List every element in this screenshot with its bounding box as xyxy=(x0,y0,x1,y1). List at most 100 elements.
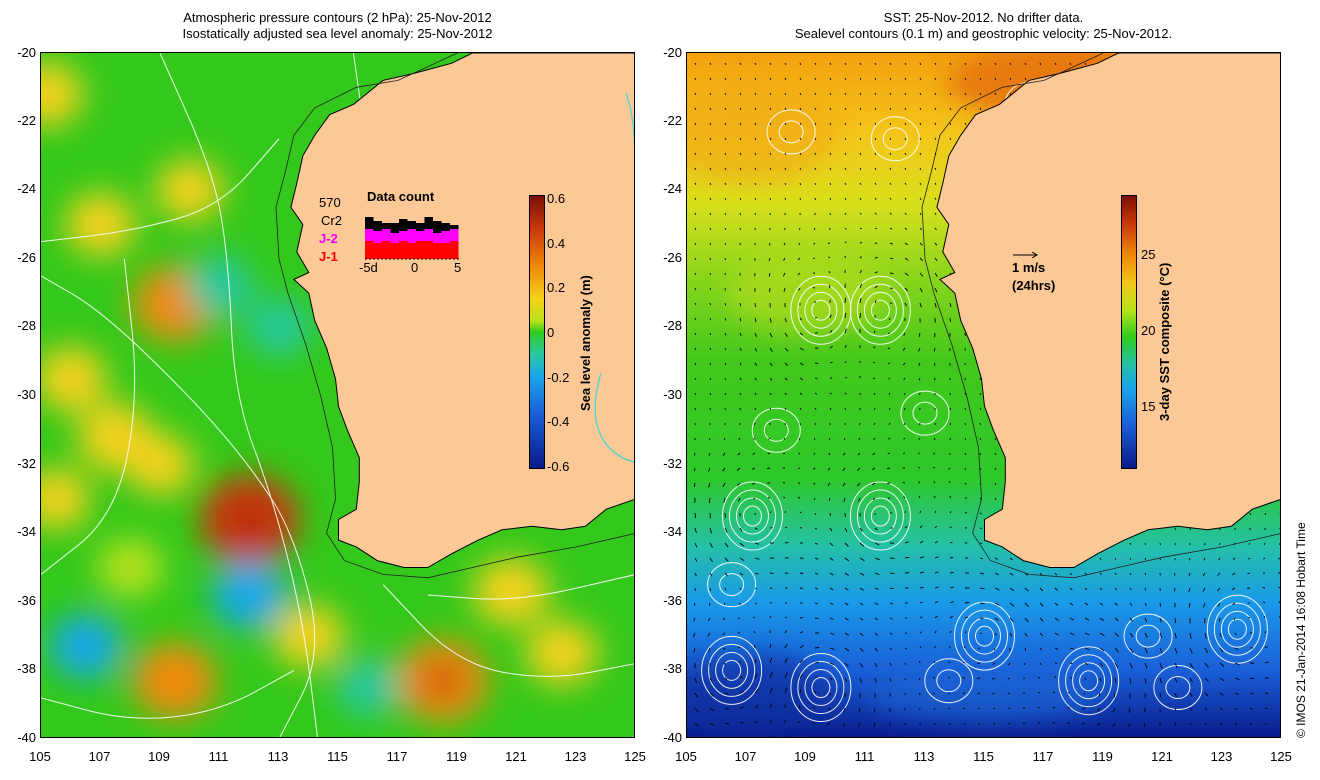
eddy-contour xyxy=(863,291,897,329)
sea-level-anomaly-map[interactable]: 570 Data count Cr2 J-2 J-1 -5d 0 5 0.6 0.… xyxy=(40,52,635,738)
velocity-arrow xyxy=(992,662,996,666)
velocity-arrow xyxy=(1264,692,1269,694)
velocity-arrow xyxy=(873,722,876,728)
velocity-arrow xyxy=(769,511,772,514)
velocity-arrow xyxy=(724,92,727,96)
x-axis-tick-label: 125 xyxy=(624,749,646,764)
velocity-arrow xyxy=(934,510,937,514)
velocity-arrow xyxy=(828,256,831,259)
velocity-arrow xyxy=(693,467,696,472)
velocity-arrow xyxy=(843,707,846,713)
eddy-contour xyxy=(936,669,962,693)
histogram-bar-j1 xyxy=(416,241,425,259)
velocity-arrow xyxy=(769,615,772,619)
velocity-arrow xyxy=(739,317,742,322)
velocity-arrow xyxy=(1264,512,1267,516)
velocity-arrow xyxy=(814,602,819,605)
velocity-arrow xyxy=(694,302,697,305)
velocity-arrow xyxy=(784,122,787,126)
velocity-arrow xyxy=(903,392,906,395)
velocity-arrow xyxy=(902,362,906,366)
velocity-arrow xyxy=(1189,647,1193,654)
velocity-arrow xyxy=(1099,647,1105,652)
velocity-arrow xyxy=(874,152,877,156)
velocity-arrow xyxy=(709,557,713,563)
velocity-arrow xyxy=(873,437,876,440)
velocity-arrow xyxy=(783,452,786,455)
velocity-arrow xyxy=(799,511,802,514)
credit-text: © IMOS 21-Jan-2014 16:08 Hobart Time xyxy=(1294,522,1308,738)
velocity-arrow xyxy=(784,332,788,338)
velocity-arrow xyxy=(1037,706,1041,709)
velocity-arrow xyxy=(722,647,726,651)
colorbar-tick-label: -0.2 xyxy=(547,369,570,385)
sla-high-anomaly xyxy=(97,537,164,598)
velocity-arrow xyxy=(829,77,832,81)
velocity-arrow xyxy=(784,77,787,81)
velocity-arrow xyxy=(1081,722,1086,725)
velocity-arrow xyxy=(874,632,878,636)
velocity-arrow xyxy=(903,332,906,336)
velocity-arrow xyxy=(828,437,831,441)
eddy-contour xyxy=(924,658,974,704)
velocity-arrow xyxy=(993,647,996,651)
velocity-arrow xyxy=(724,677,728,680)
velocity-arrow xyxy=(754,587,758,590)
velocity-arrow xyxy=(934,122,937,126)
velocity-arrow xyxy=(1204,677,1209,683)
x-axis-tick-label: 121 xyxy=(505,749,527,764)
velocity-arrow xyxy=(1128,722,1131,727)
velocity-arrow xyxy=(709,527,713,534)
velocity-arrow xyxy=(889,137,892,141)
velocity-arrow xyxy=(814,542,818,545)
velocity-arrow xyxy=(753,437,756,440)
velocity-arrow xyxy=(889,77,892,81)
velocity-arrow xyxy=(814,572,819,575)
velocity-arrow xyxy=(1264,661,1269,664)
velocity-arrow xyxy=(709,272,712,276)
velocity-arrow xyxy=(844,122,847,126)
velocity-arrow xyxy=(709,542,713,548)
velocity-arrow xyxy=(784,630,788,634)
sst-map[interactable]: 1 m/s (24hrs) 25 20 15 3-day SST composite… xyxy=(686,52,1281,738)
velocity-arrow xyxy=(1279,723,1280,724)
y-axis-tick-label: -38 xyxy=(17,661,36,677)
velocity-arrow xyxy=(709,437,711,441)
velocity-arrow xyxy=(964,122,967,126)
velocity-arrow xyxy=(1278,586,1280,589)
velocity-arrow xyxy=(859,182,862,185)
velocity-arrow xyxy=(1174,617,1177,624)
velocity-arrow xyxy=(754,167,757,171)
histogram-bar-j1 xyxy=(424,241,433,259)
velocity-arrow xyxy=(871,467,876,471)
velocity-arrow xyxy=(1249,677,1255,680)
velocity-arrow xyxy=(829,122,832,126)
velocity-arrow xyxy=(1114,602,1118,606)
velocity-arrow xyxy=(1234,632,1237,636)
velocity-arrow xyxy=(844,376,848,379)
data-count-histogram xyxy=(365,217,460,260)
velocity-arrow xyxy=(1128,707,1131,713)
velocity-arrow xyxy=(1039,662,1042,665)
colorbar-tick-label: 25 xyxy=(1141,247,1156,263)
lake-outline xyxy=(594,372,634,463)
sla-high-anomaly xyxy=(65,192,136,257)
velocity-arrow xyxy=(739,332,742,337)
velocity-arrow xyxy=(902,347,906,351)
velocity-arrow xyxy=(1202,572,1206,577)
velocity-arrow xyxy=(1098,692,1101,697)
x-axis-tick-label: 115 xyxy=(327,749,348,764)
velocity-arrow xyxy=(709,257,712,261)
velocity-arrow xyxy=(874,271,879,274)
eddy-contour xyxy=(721,481,783,551)
histogram-bar-j1 xyxy=(382,241,391,259)
velocity-arrow xyxy=(694,332,697,335)
y-axis-tick-label: -40 xyxy=(17,730,36,745)
velocity-arrow xyxy=(874,617,878,621)
velocity-arrow xyxy=(1219,707,1223,711)
x-axis-tick-label: 105 xyxy=(29,749,51,764)
velocity-arrow xyxy=(769,720,772,724)
velocity-arrow xyxy=(799,347,804,351)
velocity-arrow xyxy=(857,722,861,728)
velocity-arrow xyxy=(814,646,820,649)
